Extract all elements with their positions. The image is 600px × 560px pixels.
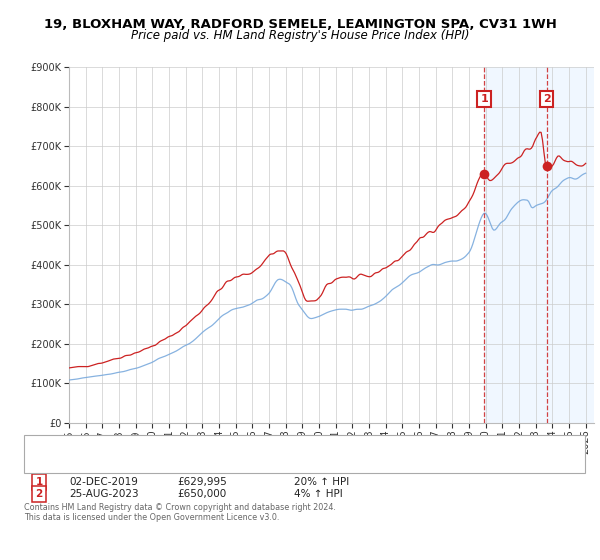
- Text: 19, BLOXHAM WAY, RADFORD SEMELE, LEAMINGTON SPA, CV31 1WH (detached house): 19, BLOXHAM WAY, RADFORD SEMELE, LEAMING…: [60, 447, 514, 457]
- Text: 19, BLOXHAM WAY, RADFORD SEMELE, LEAMINGTON SPA, CV31 1WH: 19, BLOXHAM WAY, RADFORD SEMELE, LEAMING…: [44, 18, 556, 31]
- Text: 2: 2: [542, 94, 550, 104]
- Text: 25-AUG-2023: 25-AUG-2023: [69, 489, 139, 499]
- Text: 2: 2: [35, 489, 43, 499]
- Text: 4% ↑ HPI: 4% ↑ HPI: [294, 489, 343, 499]
- Bar: [484, 67, 600, 423]
- Text: £629,995: £629,995: [177, 477, 227, 487]
- Text: Price paid vs. HM Land Registry's House Price Index (HPI): Price paid vs. HM Land Registry's House …: [131, 29, 469, 43]
- Text: 02-DEC-2019: 02-DEC-2019: [69, 477, 138, 487]
- Text: This data is licensed under the Open Government Licence v3.0.: This data is licensed under the Open Gov…: [24, 513, 280, 522]
- Text: 1: 1: [481, 94, 488, 104]
- Text: HPI: Average price, detached house, Warwick: HPI: Average price, detached house, Warw…: [60, 459, 296, 469]
- Text: 20% ↑ HPI: 20% ↑ HPI: [294, 477, 349, 487]
- Text: 1: 1: [35, 477, 43, 487]
- Text: £650,000: £650,000: [177, 489, 226, 499]
- Text: Contains HM Land Registry data © Crown copyright and database right 2024.: Contains HM Land Registry data © Crown c…: [24, 503, 336, 512]
